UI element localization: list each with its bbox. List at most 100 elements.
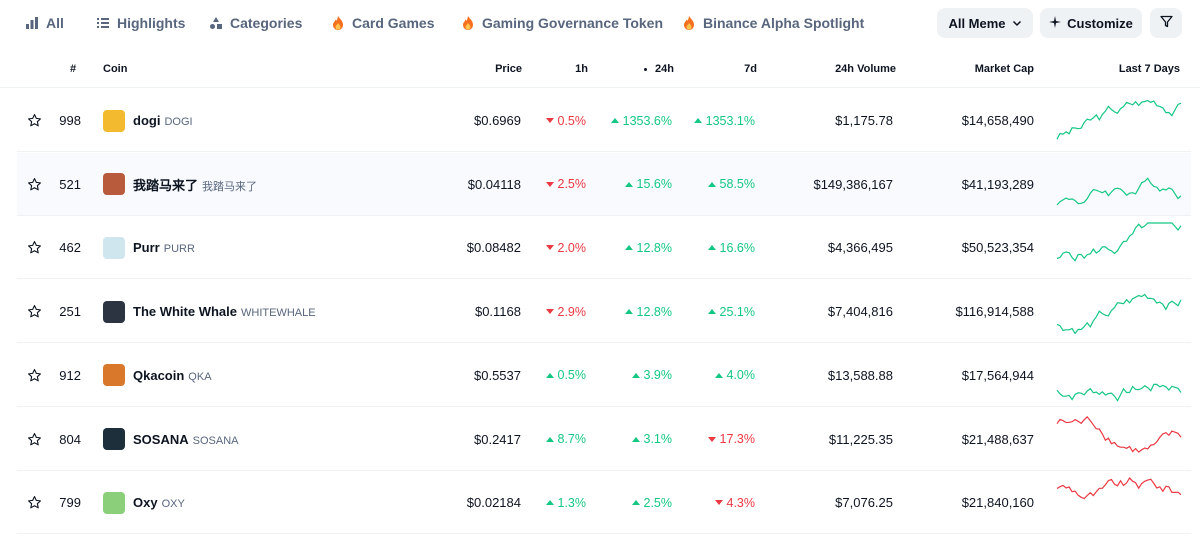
sort-indicator-icon: [644, 67, 648, 71]
customize-label: Customize: [1067, 15, 1133, 31]
coin-link[interactable]: Purr PURR: [103, 216, 195, 279]
coin-symbol: SOSANA: [192, 434, 239, 447]
sparkline-line: [1056, 99, 1182, 140]
coin-link[interactable]: Oxy OXY: [103, 471, 185, 534]
change-h1: 1.3%: [545, 471, 587, 534]
change-d7-value: 58.5%: [719, 177, 755, 192]
favorite-star-icon[interactable]: [26, 89, 42, 152]
change-h1-value: 2.0%: [557, 240, 587, 255]
table-row[interactable]: 462 Purr PURR $0.08482 2.0% 12.8% 16.6% $…: [17, 216, 1191, 280]
nav-item-binance-alpha-spotlight[interactable]: Binance Alpha Spotlight: [681, 13, 864, 33]
header-last-7-days: Last 7 Days: [1118, 63, 1180, 75]
favorite-star-icon[interactable]: [26, 216, 42, 279]
sparkline-chart: [1054, 282, 1184, 342]
change-h1: 2.0%: [545, 216, 587, 279]
sparkline-chart: [1054, 473, 1184, 533]
change-h24-value: 3.9%: [643, 368, 673, 383]
header-price[interactable]: Price: [495, 63, 522, 75]
nav-item-label: Highlights: [117, 15, 186, 31]
change-h1-value: 1.3%: [557, 495, 587, 510]
change-h24-value: 2.5%: [643, 495, 673, 510]
header-market-cap[interactable]: Market Cap: [974, 63, 1034, 75]
change-d7: 58.5%: [707, 153, 755, 216]
nav-item-card-games[interactable]: Card Games: [330, 13, 434, 33]
categories-icon: [208, 15, 224, 31]
market-cap: $116,914,588: [955, 304, 1034, 320]
caret-up-icon: [631, 436, 640, 442]
sparkline-chart: [1054, 410, 1184, 470]
coin-link[interactable]: Qkacoin QKA: [103, 344, 212, 407]
change-d7-value: 16.6%: [719, 240, 755, 255]
nav-item-label: Gaming Governance Token: [482, 15, 664, 31]
header-7d[interactable]: 7d: [744, 63, 757, 75]
fire-icon: [460, 15, 476, 31]
caret-up-icon: [610, 118, 619, 123]
volume-24h: $7,076.25: [835, 495, 893, 511]
caret-up-icon: [624, 245, 633, 251]
change-h1: 0.5%: [545, 344, 587, 407]
change-h1-value: 2.5%: [557, 177, 587, 192]
change-h1-value: 0.5%: [557, 368, 587, 383]
table-row[interactable]: 799 Oxy OXY $0.02184 1.3% 2.5% 4.3% $7,07…: [17, 471, 1191, 535]
caret-up-icon: [707, 309, 716, 315]
change-h24: 12.8%: [624, 216, 672, 279]
change-h24-value: 3.1%: [643, 432, 673, 446]
header-rank[interactable]: #: [70, 63, 77, 75]
customize-button[interactable]: Customize: [1040, 8, 1142, 38]
favorite-star-icon[interactable]: [26, 471, 42, 534]
price: $0.6969: [474, 113, 521, 128]
nav-item-label: Card Games: [352, 15, 435, 31]
favorite-star-icon[interactable]: [26, 408, 42, 471]
table-row[interactable]: 912 Qkacoin QKA $0.5537 0.5% 3.9% 4.0% $1…: [17, 344, 1191, 407]
favorite-star-icon[interactable]: [26, 280, 42, 343]
category-nav: All Highlights Categories Card Games Gam…: [0, 0, 1200, 46]
sparkline-line: [1056, 415, 1182, 453]
nav-item-gaming-governance-token[interactable]: Gaming Governance Token: [460, 13, 663, 33]
sparkline-chart: [1054, 346, 1184, 406]
favorite-star-icon[interactable]: [26, 153, 42, 216]
price: $0.08482: [466, 240, 521, 256]
caret-down-icon: [714, 500, 723, 506]
caret-down-icon: [545, 181, 554, 187]
change-h1: 2.9%: [545, 280, 586, 343]
header-volume[interactable]: 24h Volume: [835, 63, 896, 75]
coin-symbol: QKA: [188, 370, 212, 383]
nav-item-label: All: [46, 15, 64, 31]
coin-logo-icon: [103, 236, 125, 259]
header-24h[interactable]: 24h: [644, 63, 674, 75]
caret-up-icon: [714, 372, 723, 378]
volume-24h: $13,588.88: [827, 367, 893, 383]
market-cap: $17,564,944: [961, 367, 1034, 383]
volume-24h: $4,366,495: [827, 240, 893, 256]
change-d7-value: 25.1%: [719, 304, 755, 319]
coin-symbol: 我踏马来了: [202, 180, 258, 193]
nav-item-categories[interactable]: Categories: [208, 13, 302, 33]
nav-item-highlights[interactable]: Highlights: [95, 13, 185, 33]
caret-up-icon: [624, 181, 633, 187]
table-header: # Coin Price 1h 24h 7d 24h Volume Market…: [0, 52, 1200, 88]
change-h1: 2.5%: [545, 153, 587, 216]
caret-up-icon: [545, 372, 554, 378]
nav-item-all[interactable]: All: [24, 13, 64, 33]
caret-up-icon: [545, 500, 554, 506]
table-row[interactable]: 998 dogi DOGI $0.6969 0.5% 1353.6% 1353.1…: [17, 89, 1191, 152]
header-coin[interactable]: Coin: [103, 63, 128, 75]
change-d7: 25.1%: [707, 280, 755, 343]
favorite-star-icon[interactable]: [26, 344, 42, 407]
table-row[interactable]: 251 The White Whale WHITEWHALE $0.1168 2.…: [17, 280, 1191, 344]
coin-link[interactable]: 我踏马来了 我踏马来了: [103, 153, 257, 216]
price: $0.5537: [474, 367, 521, 383]
table-row[interactable]: 804 SOSANA SOSANA $0.2417 8.7% 3.1% 17.3%…: [17, 408, 1191, 471]
header-1h[interactable]: 1h: [575, 63, 588, 75]
rank: 251: [59, 304, 81, 320]
coin-link[interactable]: SOSANA SOSANA: [103, 408, 238, 471]
coin-name: Oxy: [133, 495, 158, 511]
filter-button[interactable]: [1150, 8, 1182, 38]
coin-logo-icon: [103, 491, 125, 514]
all-meme-dropdown[interactable]: All Meme: [937, 8, 1033, 38]
coin-link[interactable]: The White Whale WHITEWHALE: [103, 280, 316, 343]
table-row[interactable]: 521 我踏马来了 我踏马来了 $0.04118 2.5% 15.6% 58.5%…: [17, 152, 1191, 216]
change-d7: 4.0%: [714, 344, 755, 407]
coin-link[interactable]: dogi DOGI: [103, 89, 193, 152]
coin-symbol: WHITEWHALE: [241, 307, 316, 320]
